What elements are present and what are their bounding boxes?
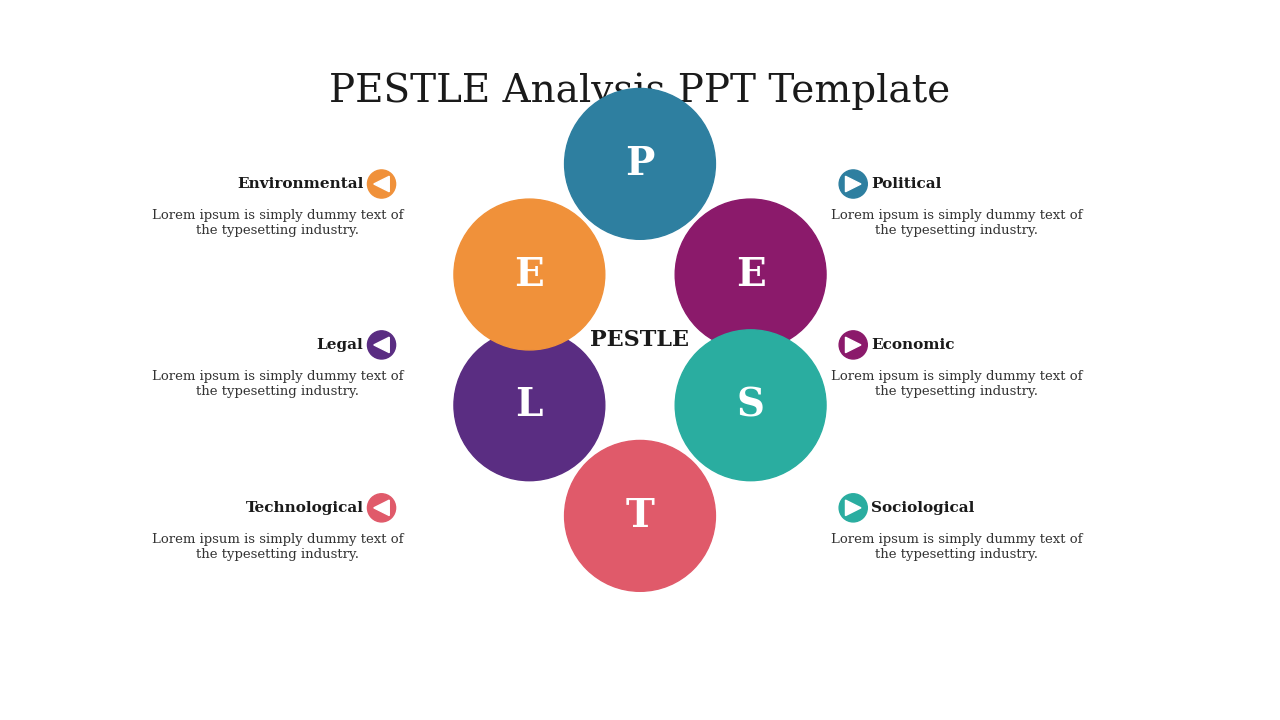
Text: Lorem ipsum is simply dummy text of
the typesetting industry.: Lorem ipsum is simply dummy text of the … xyxy=(152,533,403,561)
Circle shape xyxy=(840,330,868,359)
Circle shape xyxy=(675,199,826,350)
Text: Lorem ipsum is simply dummy text of
the typesetting industry.: Lorem ipsum is simply dummy text of the … xyxy=(152,370,403,398)
Circle shape xyxy=(675,330,826,481)
Text: PESTLE Analysis PPT Template: PESTLE Analysis PPT Template xyxy=(329,73,951,112)
Text: Lorem ipsum is simply dummy text of
the typesetting industry.: Lorem ipsum is simply dummy text of the … xyxy=(831,370,1083,398)
Text: Political: Political xyxy=(872,177,942,191)
Circle shape xyxy=(840,170,868,198)
Polygon shape xyxy=(846,500,861,516)
Text: Lorem ipsum is simply dummy text of
the typesetting industry.: Lorem ipsum is simply dummy text of the … xyxy=(152,209,403,237)
Text: S: S xyxy=(736,386,764,424)
Circle shape xyxy=(454,330,604,481)
Circle shape xyxy=(564,441,716,591)
Text: Economic: Economic xyxy=(872,338,955,352)
Text: L: L xyxy=(516,386,543,424)
Text: E: E xyxy=(736,256,765,294)
Polygon shape xyxy=(846,337,861,353)
Circle shape xyxy=(840,494,868,522)
Text: PESTLE: PESTLE xyxy=(590,329,690,351)
Polygon shape xyxy=(374,337,389,353)
Text: Technological: Technological xyxy=(246,501,364,515)
Text: Lorem ipsum is simply dummy text of
the typesetting industry.: Lorem ipsum is simply dummy text of the … xyxy=(831,533,1083,561)
Text: T: T xyxy=(626,497,654,535)
Circle shape xyxy=(454,199,604,350)
Text: E: E xyxy=(515,256,544,294)
Text: Legal: Legal xyxy=(316,338,364,352)
Text: P: P xyxy=(626,145,654,183)
Polygon shape xyxy=(846,176,861,192)
Circle shape xyxy=(564,89,716,239)
Text: Lorem ipsum is simply dummy text of
the typesetting industry.: Lorem ipsum is simply dummy text of the … xyxy=(831,209,1083,237)
Circle shape xyxy=(367,170,396,198)
Circle shape xyxy=(367,330,396,359)
Text: Sociological: Sociological xyxy=(872,501,974,515)
Polygon shape xyxy=(374,176,389,192)
Circle shape xyxy=(367,494,396,522)
Text: Environmental: Environmental xyxy=(237,177,364,191)
Polygon shape xyxy=(374,500,389,516)
